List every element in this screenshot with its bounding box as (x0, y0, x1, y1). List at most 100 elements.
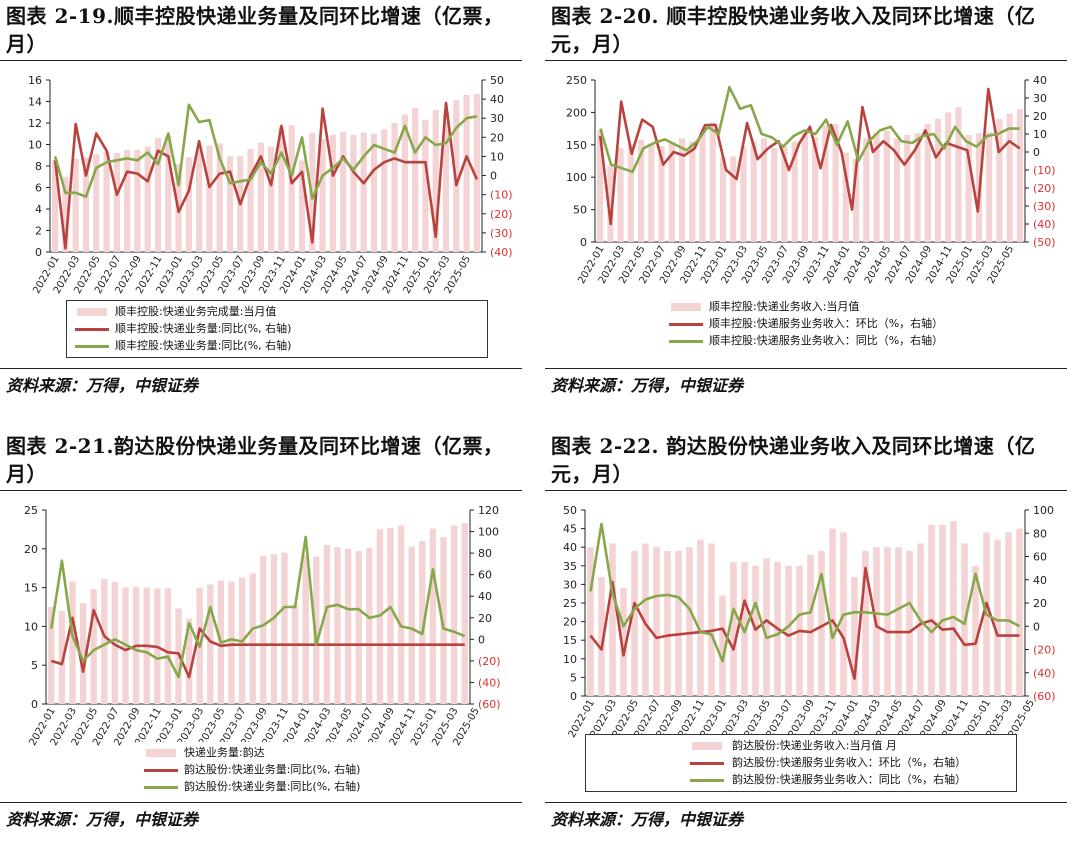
legend-label: 顺丰控股:快递业务量:同比(%, 右轴) (115, 339, 292, 352)
bar (298, 160, 306, 252)
chart-svg: 0 2 4 6 8 10 12 14 16 (40) (30) (20) (10) 0 10 20 30 40 50… (28, 74, 513, 296)
bar (401, 114, 408, 253)
chart-title: 图表 2-21.韵达股份快递业务量及同环比增速（亿票，月） (6, 434, 504, 486)
bar (101, 579, 108, 704)
bar (440, 537, 447, 704)
bar (207, 584, 214, 704)
divider (0, 368, 522, 369)
y-tick-label-right: (20) (1033, 644, 1056, 657)
legend-label: 韵达股份:快递服务业务收入：环比（%，右轴） (732, 756, 967, 769)
bar (863, 138, 870, 242)
y-tick-label-right: 40 (478, 590, 492, 603)
series-line-yoy (589, 522, 1021, 663)
legend-swatch-green (690, 779, 724, 782)
y-tick-label-right: 100 (478, 526, 499, 539)
bar (771, 148, 778, 242)
bar (719, 157, 727, 242)
y-tick-label-left: 20 (563, 616, 577, 629)
bar (675, 550, 682, 696)
legend-label: 顺丰控股:快递业务完成量:当月值 (115, 305, 277, 318)
bar (461, 523, 468, 704)
bar (429, 528, 437, 704)
y-tick-label-left: 4 (35, 203, 42, 216)
bar (391, 123, 398, 252)
bar (934, 118, 942, 242)
bar (627, 144, 634, 242)
legend-swatch-bar (671, 303, 701, 311)
bar (334, 547, 341, 704)
bar (278, 127, 285, 252)
y-tick-label-left: 25 (24, 504, 38, 517)
bar (270, 554, 278, 704)
legend: 快递业务量:韵达 韵达股份:快递业务量:同比(%, 右轴) 韵达股份:快递业务量… (136, 742, 386, 798)
legend-label: 韵达股份:快递业务收入:当月值 月 (732, 739, 897, 752)
bar (370, 133, 378, 252)
bar (196, 149, 203, 252)
series-line-yoy (599, 85, 1020, 174)
chart-title: 图表 2-20. 顺丰控股快递业务收入及同环比增速（亿元，月） (551, 4, 1036, 56)
bar (329, 134, 336, 252)
bar (818, 550, 825, 696)
y-tick-label-left: 100 (566, 171, 587, 184)
bar (397, 525, 405, 704)
bar (791, 141, 798, 242)
chart-svg: 0510152025(60)(40)(20)020406080100120202… (24, 504, 501, 748)
y-tick-label-left: 8 (35, 160, 42, 173)
source-note: 资料来源：万得，中银证券 (6, 810, 199, 829)
bar (638, 139, 645, 242)
legend-label: 顺丰控股:快递服务业务收入：环比（%，右轴） (709, 317, 944, 330)
legend-label: 顺丰控股:快递业务量:同比(%, 右轴) (115, 322, 292, 335)
bar (62, 176, 69, 252)
y-tick-label-left: 200 (566, 106, 587, 119)
bar (832, 124, 839, 242)
y-tick-label-right: (20) (1033, 182, 1056, 195)
bar (842, 152, 849, 242)
legend: 顺丰控股:快递业务收入:当月值 顺丰控股:快递服务业务收入：环比（%，右轴） 顺… (661, 296, 961, 352)
y-tick-label-right: (20) (478, 655, 501, 668)
bar (587, 547, 594, 696)
y-tick-label-left: 0 (31, 698, 38, 711)
y-tick-label-right: 30 (1033, 92, 1047, 105)
bar (72, 158, 79, 252)
y-tick-label-left: 2 (35, 225, 42, 238)
chart-svg: 0 50 100 150 200 250 (50) (40) (30) (20) (10) 0 10 20… (566, 74, 1056, 286)
y-tick-label-left: 14 (28, 96, 42, 109)
y-tick-label-right: (50) (1033, 236, 1056, 249)
bar (387, 527, 394, 704)
legend-swatch-green (144, 786, 178, 789)
bar (972, 565, 979, 696)
bar (226, 156, 234, 252)
bar (607, 165, 614, 242)
bar (79, 603, 87, 704)
legend-swatch-red (144, 769, 178, 772)
y-tick-label-right: (30) (1033, 200, 1056, 213)
y-tick-label-right: 10 (490, 150, 504, 163)
bar (906, 550, 913, 696)
bar (302, 555, 309, 704)
bar (893, 138, 901, 242)
chart-panel-1: 图表 2-19.顺丰控股快递业务量及同环比增速（亿票，月） 0 2 4 6 8 10 12 1… (0, 0, 530, 416)
bar (124, 149, 131, 252)
y-tick-label-left: 30 (563, 578, 577, 591)
bar (291, 604, 299, 704)
bar (313, 556, 320, 704)
bar (450, 525, 458, 704)
bar (642, 543, 649, 696)
chart-panel-2: 图表 2-20. 顺丰控股快递业务收入及同环比增速（亿元，月） 0 50 100 15… (545, 0, 1075, 416)
bar (82, 157, 90, 252)
legend-swatch-red (75, 328, 109, 331)
y-tick-label-right: 60 (1033, 551, 1047, 564)
bar (257, 142, 264, 252)
divider (545, 490, 1067, 491)
y-tick-label-right: 50 (490, 74, 504, 87)
bar (689, 141, 696, 242)
bar (781, 146, 788, 242)
bar (740, 146, 747, 242)
y-tick-label-right: (30) (490, 227, 513, 240)
bar (829, 528, 836, 696)
y-tick-label-right: 80 (1033, 527, 1047, 540)
bar (260, 555, 267, 704)
divider (0, 490, 522, 491)
y-tick-label-right: 20 (478, 612, 492, 625)
y-tick-label-right: 40 (1033, 574, 1047, 587)
